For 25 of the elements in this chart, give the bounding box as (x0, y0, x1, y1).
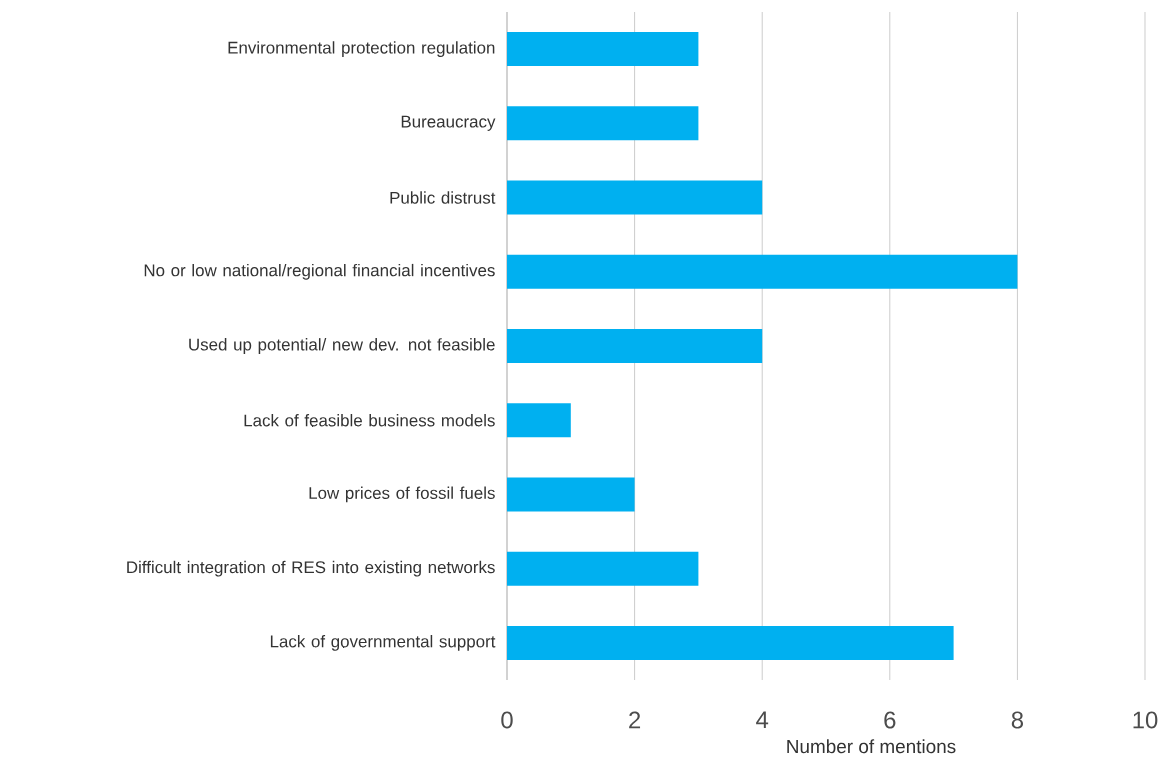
x-tick-label: 0 (501, 711, 513, 729)
y-tick-label: Environmental protection regulation (228, 41, 495, 58)
bar (507, 625, 954, 660)
y-tick-label: Used up potential/ new dev. not feasible (189, 338, 495, 354)
x-tick-label: 6 (884, 711, 896, 729)
y-tick-label: Public distrust (390, 191, 496, 204)
y-tick-label: Lack of governmental support (270, 635, 496, 651)
x-tick-label: 4 (756, 711, 769, 728)
bar (507, 32, 699, 67)
y-tick-label: Lack of feasible business models (244, 414, 495, 427)
y-tick-label: Low prices of fossil fuels (309, 486, 495, 503)
bar (507, 403, 571, 438)
y-tick-label: Bureaucracy (401, 115, 496, 131)
x-tick-label: 8 (1011, 711, 1024, 729)
bar (507, 551, 699, 586)
bar (507, 477, 635, 512)
y-tick-label: No or low national/regional financial incentives (144, 263, 495, 280)
bar (507, 106, 699, 141)
bar (507, 254, 1018, 289)
x-tick-label: 2 (629, 711, 641, 729)
y-tick-label: Difficult integration of RES into existing networks (127, 560, 495, 577)
bar (507, 329, 763, 364)
x-axis-title: Number of mentions (787, 739, 956, 754)
x-tick-label: 10 (1133, 711, 1158, 729)
bar (507, 180, 763, 215)
